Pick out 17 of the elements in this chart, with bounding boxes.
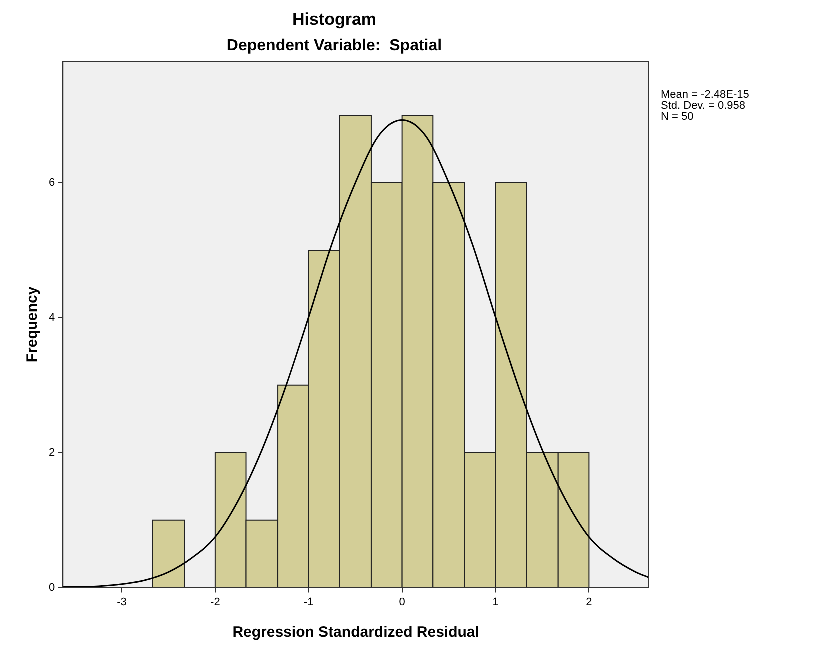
text: Mean = -2.48E-15 (661, 89, 750, 102)
x-tick-label: 1 (492, 596, 499, 608)
y-tick-label: 4 (48, 312, 56, 324)
chart-title: Histogram (292, 10, 377, 29)
x-tick-label: -3 (117, 596, 127, 608)
y-tick-label: 2 (48, 446, 56, 459)
text: Std. Dev. = 0.958 (661, 100, 746, 112)
x-axis-title: Regression Standardized Residual (232, 624, 480, 642)
x-tick-label: -1 (304, 596, 314, 608)
y-tick-label: 6 (48, 177, 56, 190)
x-tick-label: 0 (399, 596, 406, 608)
y-axis-title: Frequency (24, 286, 42, 363)
chart-subtitle: Dependent Variable: Spatial (226, 37, 442, 54)
x-tick-label: 2 (586, 596, 592, 608)
x-tick-label: -2 (210, 596, 220, 608)
y-tick-label: 0 (48, 582, 56, 594)
text: N = 50 (661, 111, 694, 124)
